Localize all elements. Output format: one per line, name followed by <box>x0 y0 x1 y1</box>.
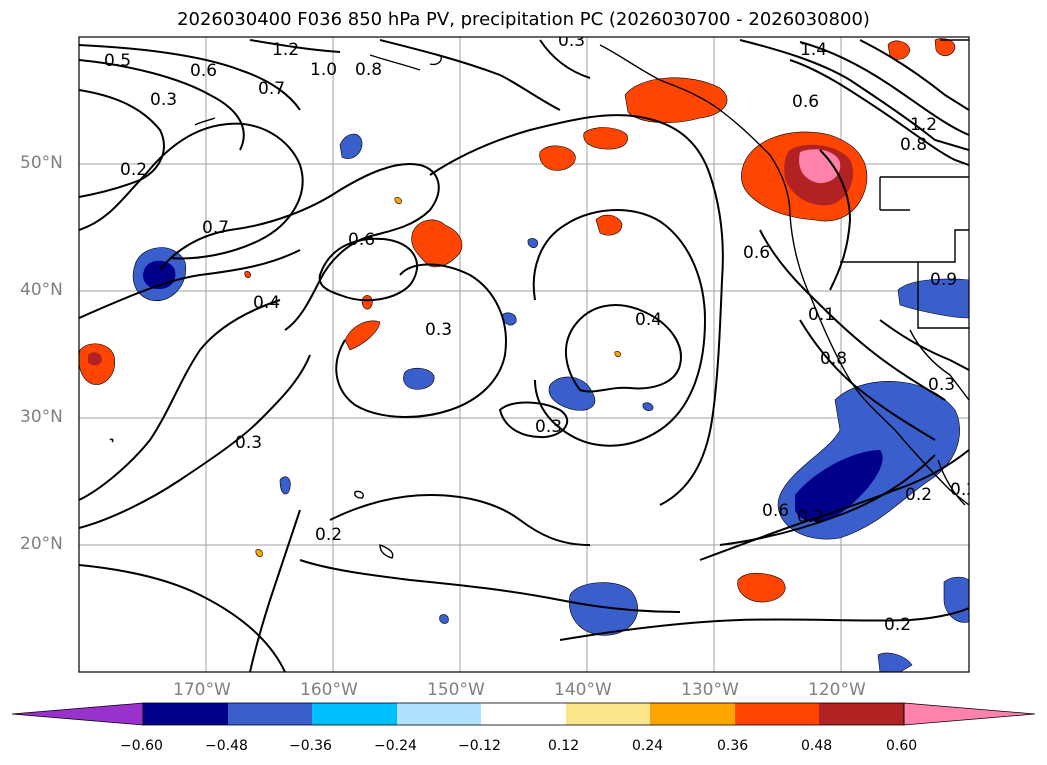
lat-label: 30°N <box>20 407 63 427</box>
coastlines <box>109 39 969 559</box>
colorbar-segment <box>228 703 312 725</box>
contour-label: 0.5 <box>104 51 131 71</box>
colorbar-segment <box>143 703 228 725</box>
colorbar-tick: −0.24 <box>374 738 417 754</box>
lon-label: 160°W <box>300 680 358 700</box>
colorbar-segment <box>397 703 481 725</box>
precip-shading <box>79 38 969 672</box>
contour-label: 0.6 <box>348 230 375 250</box>
contour-label: 0.3 <box>928 375 955 395</box>
map-frame <box>78 36 970 673</box>
precip-negative-blob <box>568 582 638 636</box>
contour-label: 0.1 <box>808 305 835 325</box>
contour-label: 1.2 <box>272 40 299 60</box>
lon-label: 130°W <box>681 680 739 700</box>
colorbar-tick: 0.12 <box>548 738 580 754</box>
lon-label: 150°W <box>427 680 485 700</box>
contour-label: 0.4 <box>635 310 662 330</box>
precip-positive-blob <box>344 320 381 351</box>
contour-label: 0.8 <box>355 60 382 80</box>
contour-label: 0.2 <box>884 615 911 635</box>
lat-label: 20°N <box>20 534 63 554</box>
lon-label: 140°W <box>554 680 612 700</box>
colorbar-tick: −0.12 <box>458 738 501 754</box>
lon-label: 170°W <box>173 680 231 700</box>
contour-label: 0.6 <box>762 501 789 521</box>
map-title: 2026030400 F036 850 hPa PV, precipitatio… <box>177 9 870 30</box>
contour-label: 0.2 <box>950 480 977 500</box>
precip-negative-blob <box>279 476 291 495</box>
colorbar-tick: 0.36 <box>717 738 749 754</box>
colorbar-segment <box>819 703 904 725</box>
precip-negative-blob <box>339 133 363 159</box>
precip-positive-core <box>88 352 102 366</box>
precip-negative-blob <box>877 652 913 672</box>
contour-label: 0.8 <box>820 349 847 369</box>
pv-contours <box>79 39 969 672</box>
colorbar-tick: −0.60 <box>120 738 163 754</box>
colorbar-segment <box>735 703 819 725</box>
contour-label: 0.6 <box>743 243 770 263</box>
contour-label: 1.0 <box>310 60 337 80</box>
contour-label: 0.7 <box>202 218 229 238</box>
contour-labels: 0.5 0.6 0.7 1.2 1.0 0.8 0.3 0.2 0.7 0.6 … <box>104 31 977 635</box>
precip-positive-blob <box>614 351 621 357</box>
colorbar-tick: 0.60 <box>886 738 918 754</box>
contour-label: 0.6 <box>190 61 217 81</box>
lat-label: 50°N <box>20 153 63 173</box>
contour-label: 0.3 <box>535 417 562 437</box>
colorbar-segment <box>566 703 650 725</box>
precip-positive-blob <box>539 145 576 171</box>
precip-positive-blob <box>394 197 402 204</box>
contour-label: 0.3 <box>558 31 585 51</box>
precip-negative-blob <box>642 402 654 411</box>
precip-positive-blob <box>255 549 263 557</box>
precip-positive-blob <box>411 219 463 268</box>
contour-label: 0.6 <box>792 92 819 112</box>
precip-positive-blob <box>624 77 728 123</box>
colorbar-extend-high <box>903 702 1036 726</box>
colorbar-segment <box>312 703 397 725</box>
precip-positive-blob <box>934 38 956 57</box>
colorbar-segment <box>481 703 566 725</box>
contour-label: 0.9 <box>930 270 957 290</box>
lon-label: 120°W <box>808 680 866 700</box>
contour-label: 0.2 <box>905 485 932 505</box>
contour-label: 0.3 <box>150 90 177 110</box>
colorbar-extend-low <box>11 702 144 726</box>
precip-positive-blob <box>737 572 786 603</box>
precip-positive-blob <box>244 271 251 278</box>
precip-positive-peak <box>799 149 841 184</box>
precip-positive-blob <box>595 214 623 236</box>
lat-label: 40°N <box>20 280 63 300</box>
contour-label: 0.3 <box>425 320 452 340</box>
colorbar-tick: −0.36 <box>289 738 332 754</box>
contour-label: 0.3 <box>235 433 262 453</box>
contour-label: 1.4 <box>800 40 827 60</box>
precip-negative-core <box>795 450 883 522</box>
contour-label: 0.4 <box>253 293 280 313</box>
precip-positive-blob <box>583 127 628 150</box>
precip-negative-blob <box>439 614 449 624</box>
colorbar-tick: 0.24 <box>632 738 664 754</box>
colorbar-tick: 0.48 <box>801 738 833 754</box>
contour-label: 0.7 <box>258 79 285 99</box>
precip-negative-blob <box>403 367 435 390</box>
contour-label: 0.2 <box>315 525 342 545</box>
contour-label: 1.2 <box>910 115 937 135</box>
colorbar <box>11 702 1036 726</box>
colorbar-segment <box>650 703 735 725</box>
colorbar-tick: −0.48 <box>205 738 248 754</box>
precip-negative-blob <box>527 238 538 248</box>
precip-positive-blob <box>361 295 373 310</box>
contour-label: 0.2 <box>797 507 824 527</box>
contour-label: 0.2 <box>120 160 147 180</box>
contour-label: 0.8 <box>900 135 927 155</box>
